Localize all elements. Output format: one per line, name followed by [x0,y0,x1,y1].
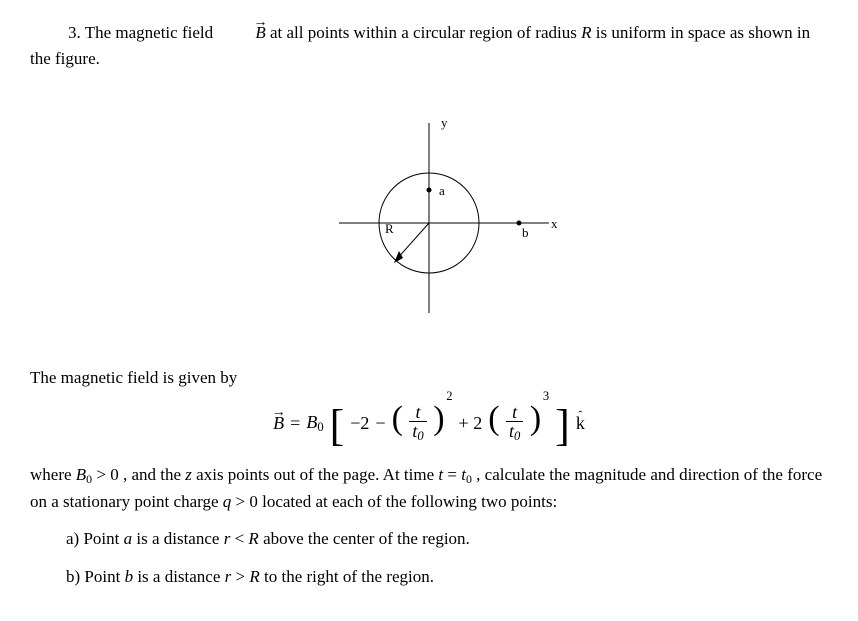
where-t: t [438,465,443,484]
part-a: a) Point a is a distance r < R above the… [66,526,828,552]
vector-arrow-icon: → [272,401,286,422]
part-a-lt: < [235,529,249,548]
where-pre: where [30,465,76,484]
vector-arrow-icon: → [216,11,268,32]
eqn-frac2-num: t [509,403,520,422]
part-a-R: R [248,529,258,548]
problem-number: 3. [68,23,81,42]
part-b-b: b [125,567,134,586]
where-mid: , and the [123,465,185,484]
part-a-r: r [224,529,231,548]
where-paragraph: where B0 > 0 , and the z axis points out… [30,462,828,514]
part-b-r: r [225,567,232,586]
part-a-tail: above the center of the region. [263,529,470,548]
figure-container: y x R a b [30,83,828,343]
eqn-B0: B0 [306,409,323,437]
eqn-equals: = [290,410,300,437]
part-b: b) Point b is a distance r > R to the ri… [66,564,828,590]
where-t0-sub: 0 [466,472,472,486]
equation: → B = B0 [ −2 − ( t t0 ) 2 + 2 ( t t0 ) … [273,403,585,444]
figure-svg: y x R a b [279,83,579,343]
problem-intro: 3. The magnetic field → B at all points … [30,20,828,71]
symbol-R: R [581,23,591,42]
right-paren-icon: ) [530,400,541,437]
vector-B-symbol: → B [217,20,265,46]
part-b-pre: b) Point [66,567,125,586]
point-a-dot [427,188,432,193]
eqn-term2: ( t t0 ) 3 [488,403,541,444]
where-B0-sub: 0 [86,472,92,486]
where-B0-B: B [76,465,86,484]
part-a-a: a [124,529,133,548]
part-a-pre: a) Point [66,529,124,548]
eqn-plus2: + 2 [459,410,483,437]
label-y: y [441,115,448,130]
field-intro-text: The magnetic field is given by [30,365,828,391]
hat-icon: ˆ [578,406,582,424]
left-paren-icon: ( [488,400,499,437]
part-b-tail: to the right of the region. [264,567,434,586]
eqn-frac1-num: t [413,403,424,422]
eqn-pow2: 2 [446,387,452,406]
left-paren-icon: ( [392,400,403,437]
eqn-frac2-den-sub: 0 [514,430,520,444]
eqn-B0-sub: 0 [317,420,323,434]
label-R: R [385,221,394,236]
equation-container: → B = B0 [ −2 − ( t t0 ) 2 + 2 ( t t0 ) … [30,403,828,444]
eqn-frac1: t t0 [409,403,426,444]
eqn-frac1-den-sub: 0 [417,430,423,444]
eqn-c1: −2 [350,410,369,437]
intro-text-1: The magnetic field [85,23,218,42]
part-b-gt: > [236,567,250,586]
right-paren-icon: ) [433,400,444,437]
point-b-dot [517,221,522,226]
where-axis: axis points out of the page. At time [196,465,438,484]
eqn-frac1-den: t0 [409,421,426,443]
label-b: b [522,225,529,240]
eqn-frac2: t t0 [506,403,523,444]
part-b-mid: is a distance [137,567,224,586]
label-x: x [551,216,558,231]
eqn-frac2-den: t0 [506,421,523,443]
where-qgt: > 0 located at each of the following two… [236,492,558,511]
eqn-B0-B: B [306,412,317,432]
label-a: a [439,183,445,198]
eqn-term1: ( t t0 ) 2 [392,403,445,444]
part-b-R: R [249,567,259,586]
eqn-minus: − [375,410,385,437]
radius-arrow-icon [394,251,403,263]
eqn-pow3: 3 [543,387,549,406]
eqn-khat: ˆ k [576,410,585,437]
eqn-vec-B: → B [273,410,284,437]
where-q: q [223,492,232,511]
where-z: z [185,465,192,484]
part-a-mid: is a distance [136,529,223,548]
intro-text-2: at all points within a circular region o… [270,23,581,42]
where-gt0: > 0 [96,465,118,484]
where-eq: = [447,465,461,484]
